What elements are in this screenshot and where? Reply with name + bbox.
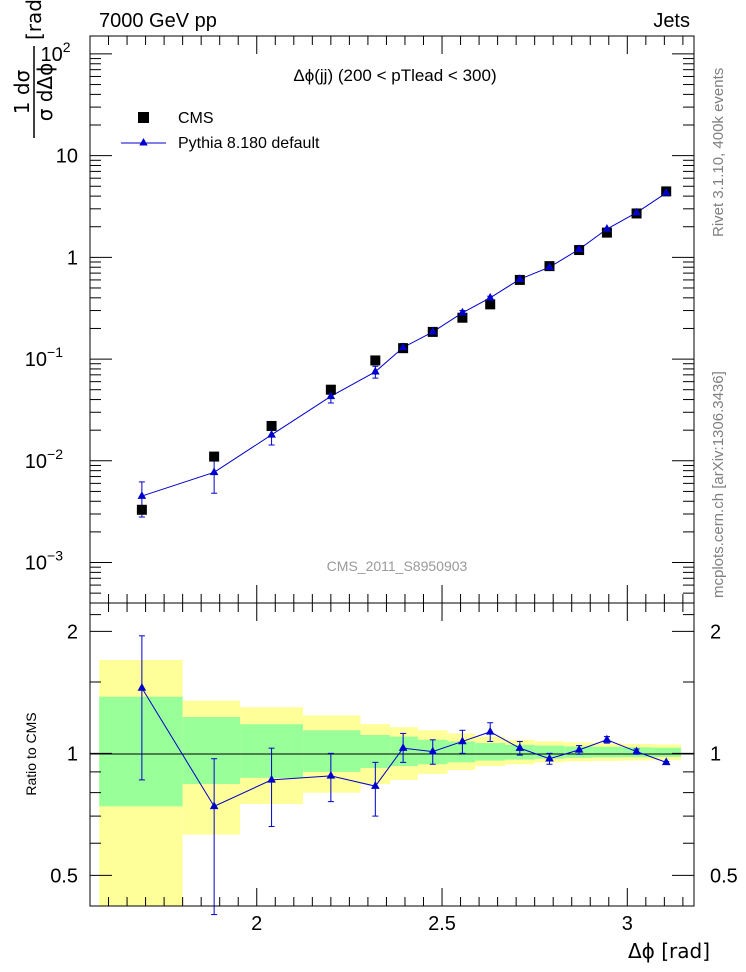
- ratio-uncertainty-bands: [99, 659, 682, 906]
- main-y-tick-exponent: −3: [47, 548, 63, 564]
- cms-data-point: [325, 384, 336, 395]
- ratio-data-point: [632, 746, 641, 755]
- ratio-y-tick-label-right: 2: [710, 621, 721, 643]
- pythia-data-point: [485, 292, 495, 301]
- main-axis-ticks: 10−3 10−2 10−1 1 10 102: [25, 36, 694, 603]
- ratio-y-tick-label-right: 0.5: [710, 865, 738, 887]
- ratio-y-tick-label: 2: [67, 621, 78, 643]
- pythia-data-point: [458, 307, 467, 316]
- pythia-data-point: [574, 244, 584, 253]
- pythia-data-point: [428, 326, 438, 335]
- legend-pythia-marker: [139, 138, 148, 146]
- pythia-data-point: [545, 262, 554, 270]
- pythia-data-point: [602, 224, 612, 232]
- main-y-tick-label: 10−3: [25, 548, 63, 575]
- ratio-data-point: [137, 682, 147, 691]
- ratio-x-tick-label: 2.5: [428, 913, 456, 935]
- main-y-tick-label: 10−2: [25, 446, 63, 473]
- ratio-data-point: [398, 743, 408, 751]
- pythia-data-point: [661, 187, 671, 196]
- main-y-tick-exponent: −1: [47, 344, 63, 360]
- analysis-watermark: CMS_2011_S8950903: [327, 558, 468, 574]
- ratio-inner-band: [303, 730, 361, 772]
- main-plot-title: Δϕ(jj) (200 < pTlead < 300): [293, 66, 496, 85]
- pythia-data-point: [267, 429, 276, 438]
- ratio-axis-ticks: 2 2.5 3 0.5 0.5 1 1 2 2: [50, 603, 738, 935]
- main-y-tick-label: 102: [40, 39, 70, 66]
- ratio-inner-band: [99, 696, 183, 807]
- pythia-data-point: [137, 491, 147, 499]
- main-y-tick-label: 10: [56, 146, 78, 168]
- main-y-tick-exponent: 2: [63, 39, 71, 55]
- ratio-inner-band: [534, 745, 565, 759]
- x-axis-label: Δϕ [rad]: [628, 939, 710, 963]
- ratio-y-tick-label: 0.5: [50, 865, 78, 887]
- ratio-plot-panel: 2 2.5 3 0.5 0.5 1 1 2 2 Ratio to CMS Δϕ [rad]: [23, 602, 738, 963]
- mcplots-label: mcplots.cern.ch [arXiv:1306.3436]: [710, 371, 727, 598]
- cms-data-point: [457, 312, 468, 323]
- ratio-inner-band: [651, 747, 682, 757]
- pythia-data-point: [209, 467, 219, 476]
- ratio-inner-band: [390, 736, 418, 767]
- ratio-y-axis-label: Ratio to CMS: [23, 712, 39, 795]
- ratio-data-point: [326, 770, 336, 779]
- ratio-inner-band: [592, 746, 622, 758]
- ratio-data-point: [661, 757, 671, 766]
- main-y-axis-label: 1 dσ σ dΔϕ [rad⁻¹]: [10, 0, 57, 138]
- legend-cms-label: CMS: [178, 110, 214, 127]
- legend: CMS Pythia 8.180 default: [121, 110, 320, 152]
- ratio-data-point: [545, 753, 554, 762]
- ratio-x-tick-label: 3: [622, 913, 633, 935]
- main-plot-marks: [136, 186, 672, 518]
- main-plot-panel: 10−3 10−2 10−1 1 10 102 Δϕ(jj) (200 < pTlead …: [10, 0, 695, 604]
- ratio-data-point: [485, 726, 495, 735]
- ratio-y-tick-label-right: 1: [710, 743, 721, 765]
- ratio-data-point: [515, 743, 525, 751]
- ratio-data-point: [602, 734, 612, 743]
- ratio-x-tick-label: 2: [251, 913, 262, 935]
- cms-data-point: [485, 299, 496, 310]
- main-y-tick-label: 1: [67, 247, 78, 269]
- ratio-inner-band: [182, 716, 241, 785]
- ratio-y-tick-label: 1: [67, 743, 78, 765]
- ylabel-numerator: 1 dσ: [10, 69, 34, 114]
- ratio-data-point: [458, 736, 467, 745]
- legend-cms-marker: [138, 112, 149, 123]
- header-left-label: 7000 GeV pp: [99, 10, 217, 32]
- cms-data-point: [136, 504, 147, 515]
- ylabel-denominator: σ dΔϕ: [33, 63, 57, 122]
- cms-data-point: [209, 451, 220, 462]
- main-y-tick-exponent: −2: [47, 446, 63, 462]
- ratio-data-point: [428, 746, 438, 755]
- ylabel-unit: [rad⁻¹]: [22, 0, 46, 40]
- cms-data-point: [266, 420, 277, 431]
- legend-pythia-label: Pythia 8.180 default: [178, 135, 320, 152]
- ratio-plot-frame: [89, 602, 695, 907]
- main-y-tick-label: 10−1: [25, 344, 63, 371]
- cms-data-point: [601, 227, 612, 238]
- pythia-data-point: [632, 207, 641, 216]
- ratio-data-point: [267, 774, 276, 783]
- ratio-inner-band: [447, 741, 476, 763]
- ratio-data-point: [209, 801, 219, 810]
- ratio-data-point: [371, 781, 380, 789]
- pythia-data-point: [515, 274, 525, 282]
- pythia-data-point: [398, 342, 408, 351]
- pythia-data-point: [326, 391, 336, 400]
- ratio-plot-marks: [137, 635, 671, 916]
- rivet-version-label: Rivet 3.1.10, 400k events: [710, 68, 727, 237]
- ratio-data-point: [574, 744, 584, 753]
- header-right-label: Jets: [653, 10, 690, 32]
- pythia-data-point: [371, 366, 380, 375]
- ratio-inner-band: [475, 743, 506, 761]
- cms-data-point: [370, 355, 381, 366]
